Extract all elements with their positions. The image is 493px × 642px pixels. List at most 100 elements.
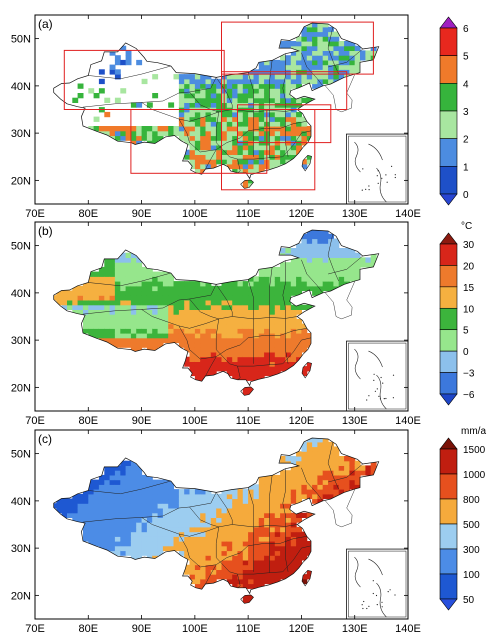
x-tick-label: 80E <box>78 208 98 220</box>
colorbar-label: 0 <box>463 190 469 201</box>
south-china-sea-inset <box>346 548 409 620</box>
colorbar-top-arrow <box>439 437 458 450</box>
colorbar-label: 15 <box>463 283 475 294</box>
colorbar-unit: mm/a <box>461 426 486 437</box>
taiwan-outline <box>301 154 312 172</box>
colorbar-label: 50 <box>463 595 475 606</box>
panel-label: (c) <box>38 432 52 446</box>
colorbar-top-arrow <box>439 232 458 245</box>
x-tick-label: 110E <box>236 415 261 427</box>
colorbar-swatch <box>439 372 458 395</box>
x-tick-label: 100E <box>182 415 208 427</box>
colorbar-bottom-arrow <box>439 393 458 406</box>
x-tick-label: 80E <box>78 623 98 635</box>
colorbar-swatch <box>439 307 458 331</box>
axes: 70E 80E 90E 100E 110E 120E 130E 140E 20N 30N 40N 50… <box>11 222 421 427</box>
colorbar-swatch <box>439 27 458 56</box>
x-tick-label: 120E <box>289 415 315 427</box>
x-tick-label: 140E <box>395 623 421 635</box>
province-boundaries <box>82 24 363 174</box>
x-tick-label: 80E <box>78 415 98 427</box>
korea-coastline <box>325 74 355 113</box>
colorbar-swatch <box>439 55 458 84</box>
x-tick-label: 140E <box>395 415 421 427</box>
south-china-sea-inset <box>346 340 409 412</box>
colorbar-swatch <box>439 573 458 600</box>
panel-a: 70E 80E 90E 100E 110E 120E 130E 140E20N30N40N50… <box>11 14 469 220</box>
province-boundaries <box>82 231 363 381</box>
x-tick-label: 70E <box>25 208 45 220</box>
x-tick-label: 90E <box>132 623 152 635</box>
y-tick-label: 30N <box>11 543 31 555</box>
colorbar-label: 0 <box>463 347 469 358</box>
colorbar-label: −3 <box>463 369 475 380</box>
hainan-outline <box>240 594 254 604</box>
map-field <box>53 230 377 395</box>
colorbar-swatch <box>439 473 458 500</box>
x-tick-label: 70E <box>25 415 45 427</box>
south-china-sea-inset <box>346 133 409 205</box>
colorbar-bottom-arrow <box>439 598 458 611</box>
x-tick-label: 110E <box>236 208 261 220</box>
colorbar-swatch <box>439 548 458 575</box>
y-tick-label: 50N <box>11 241 31 253</box>
panel-b: 70E 80E 90E 100E 110E 120E 130E 140E20N30N40N50… <box>11 221 475 427</box>
y-tick-label: 30N <box>11 335 31 347</box>
colorbar-label: 30 <box>463 240 475 251</box>
colorbar-unit: °C <box>461 221 472 232</box>
panel-c: 70E 80E 90E 100E 110E 120E 130E 140E 20N 30N 40N 50… <box>11 426 487 635</box>
y-tick-label: 40N <box>11 496 31 508</box>
x-tick-label: 90E <box>132 208 152 220</box>
x-tick-label: 130E <box>342 623 368 635</box>
y-tick-label: 50N <box>11 449 31 461</box>
colorbar-label: 800 <box>463 495 480 506</box>
region-box <box>237 104 332 144</box>
colorbar-label: −6 <box>463 390 475 401</box>
colorbar-label: 3 <box>463 107 469 118</box>
panel-label: (b) <box>38 224 53 238</box>
x-tick-label: 120E <box>289 623 315 635</box>
colorbar-swatch <box>439 350 458 373</box>
y-tick-label: 30N <box>11 128 31 140</box>
colorbar-label: 1500 <box>463 445 486 456</box>
panel-label: (a) <box>38 17 53 31</box>
colorbar-label: 500 <box>463 520 480 531</box>
hainan-outline <box>240 386 254 396</box>
colorbar-label: 5 <box>463 326 469 337</box>
korea-coastline <box>325 281 355 320</box>
colorbar-swatch <box>439 83 458 112</box>
colorbar-swatch <box>439 523 458 550</box>
x-tick-label: 130E <box>342 415 368 427</box>
y-tick-label: 20N <box>11 590 31 602</box>
region-box <box>130 109 268 174</box>
colorbar-label: 2 <box>463 135 469 146</box>
x-tick-label: 110E <box>236 623 261 635</box>
colorbar-swatch <box>439 166 458 195</box>
province-boundaries <box>82 439 363 589</box>
china-outline <box>53 437 380 595</box>
colorbar: 1500 1000 800 500 300 100 50 mm/a <box>439 426 486 611</box>
colorbar-label: 10 <box>463 304 475 315</box>
korea-coastline <box>325 489 355 528</box>
colorbar-label: 5 <box>463 52 469 63</box>
colorbar-swatch <box>439 110 458 139</box>
y-tick-label: 50N <box>11 34 31 46</box>
colorbar-bottom-arrow <box>439 193 458 206</box>
x-tick-label: 130E <box>342 208 368 220</box>
map-frame <box>34 221 409 412</box>
taiwan-outline <box>301 569 312 587</box>
x-tick-label: 90E <box>132 415 152 427</box>
colorbar-swatch <box>439 448 458 475</box>
y-tick-label: 20N <box>11 382 31 394</box>
region-box <box>221 21 374 75</box>
colorbar-label: 100 <box>463 570 480 581</box>
y-tick-label: 20N <box>11 175 31 187</box>
colorbar-label: 20 <box>463 261 475 272</box>
map-frame <box>34 429 409 620</box>
hainan-outline <box>240 179 254 189</box>
x-tick-label: 100E <box>182 208 208 220</box>
colorbar: 6 5 4 3 2 1 0 <box>439 16 469 206</box>
colorbar: 30 20 15 10 5 0 −3 −6 °C <box>439 221 475 406</box>
axes: 70E 80E 90E 100E 110E 120E 130E 140E 20N 30N 40N 50… <box>11 430 421 635</box>
